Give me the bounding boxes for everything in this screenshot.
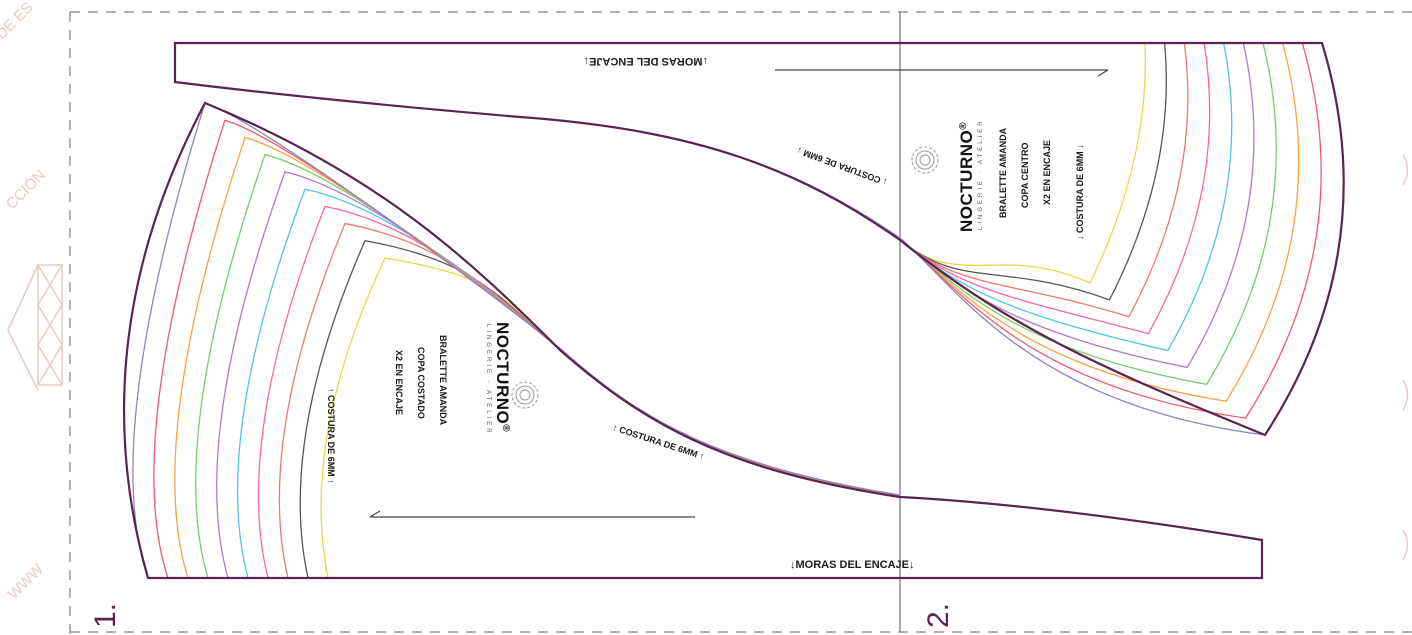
piece-1-info-line-2: COPA COSTADO (416, 347, 426, 419)
piece-2-info-line-3: X2 EN ENCAJE (1042, 140, 1052, 205)
arrow-down-icon: ↓ (879, 176, 889, 188)
piece-1-brand: NOCTURNO® (493, 322, 512, 432)
grain-arrow-piece-2 (775, 69, 1109, 77)
piece-2-size-line-4 (519, 42, 1211, 335)
grain-arrow-piece-1 (369, 510, 695, 518)
arrow-down-icon: ↓ (584, 55, 590, 67)
piece-1-size-line-5 (236, 188, 901, 579)
arrow-up-icon: ↑ (611, 422, 621, 434)
watermark-text-top: DE ES (0, 0, 37, 43)
arrow-down-icon: ↓ (909, 559, 915, 571)
piece-1-size-line-9 (153, 119, 901, 579)
piece-2-info-line-1: BRALETTE AMANDA (998, 127, 1008, 218)
arrow-up-icon: ↑ (696, 450, 706, 462)
cut-frame (69, 11, 1412, 635)
piece-1-size-line-1 (320, 257, 901, 579)
piece-1-seam-label-middle: ↑ COSTURA DE 6MM ↑ (611, 422, 705, 461)
piece-2-size-line-8 (519, 42, 1300, 402)
piece-1-size-line-10 (132, 102, 901, 579)
piece-2-lace-edge-label: ↓MORAS DEL ENCAJE↓ (584, 55, 708, 67)
piece-2-size-line-9 (519, 42, 1322, 419)
piece-1-flower-logo-icon (511, 381, 539, 409)
piece-2-size-line-10 (519, 42, 1345, 436)
piece-2-size-line-3 (519, 42, 1189, 318)
piece-2-flower-logo-icon (911, 146, 939, 174)
arrow-icon: ↑ (326, 477, 336, 484)
piece-2-brand: NOCTURNO® (957, 122, 976, 232)
arrow-down-icon: ↓ (795, 145, 805, 157)
piece-2-size-lines (519, 42, 1345, 436)
piece-1-size-line-2 (299, 240, 901, 579)
piece-1-size-line-4 (257, 205, 901, 579)
piece-2-outline (173, 41, 1345, 437)
arrow-icon: ↓ (1075, 144, 1085, 151)
piece-2-number: 2. (922, 603, 955, 628)
watermark-text-middle: CCIÓN (3, 167, 49, 213)
piece-1-size-line-3 (278, 222, 901, 579)
piece-1-tagline: LINGERIE · ATELIER (485, 324, 491, 436)
piece-1-brand-block: NOCTURNO® LINGERIE · ATELIER (485, 322, 512, 436)
watermark-text-bottom: WWW (5, 560, 48, 603)
piece-1-info-line-1: BRALETTE AMANDA (438, 335, 448, 426)
piece-2-labels: ↓MORAS DEL ENCAJE↓ ↓ COSTURA DE 6MM ↓ ↓ … (584, 55, 1085, 628)
arrow-down-icon: ↓ (703, 55, 709, 67)
piece-1-number: 1. (89, 603, 122, 628)
piece-2-brand-block: NOCTURNO® LINGERIE · ATELIER (957, 118, 984, 232)
piece-1-lace-edge-label: ↓MORAS DEL ENCAJE↓ (790, 559, 914, 571)
piece-2-size-line-7 (519, 42, 1277, 386)
arrow-down-icon: ↓ (790, 559, 796, 571)
watermark-arc-right (1402, 154, 1409, 561)
piece-1-outline (122, 101, 1264, 580)
watermark-logo-icon (7, 264, 63, 391)
arrow-icon: ↓ (1075, 233, 1085, 240)
piece-2-info-line-2: COPA CENTRO (1020, 142, 1030, 208)
piece-1-seam-label-side: ↑ COSTURA DE 6MM ↑ (326, 388, 336, 484)
piece-2-seam-label-middle: ↓ COSTURA DE 6MM ↓ (795, 145, 888, 187)
piece-1-size-line-7 (195, 153, 901, 579)
piece-2-seam-label-side: ↓ COSTURA DE 6MM ↓ (1075, 144, 1085, 240)
watermark: DE ES CCIÓN WWW (0, 0, 1409, 603)
piece-1-info-line-3: X2 EN ENCAJE (394, 350, 404, 415)
piece-1-size-line-8 (174, 136, 901, 579)
piece-2-tagline: LINGERIE · ATELIER (978, 118, 984, 230)
arrow-icon: ↑ (326, 388, 336, 395)
